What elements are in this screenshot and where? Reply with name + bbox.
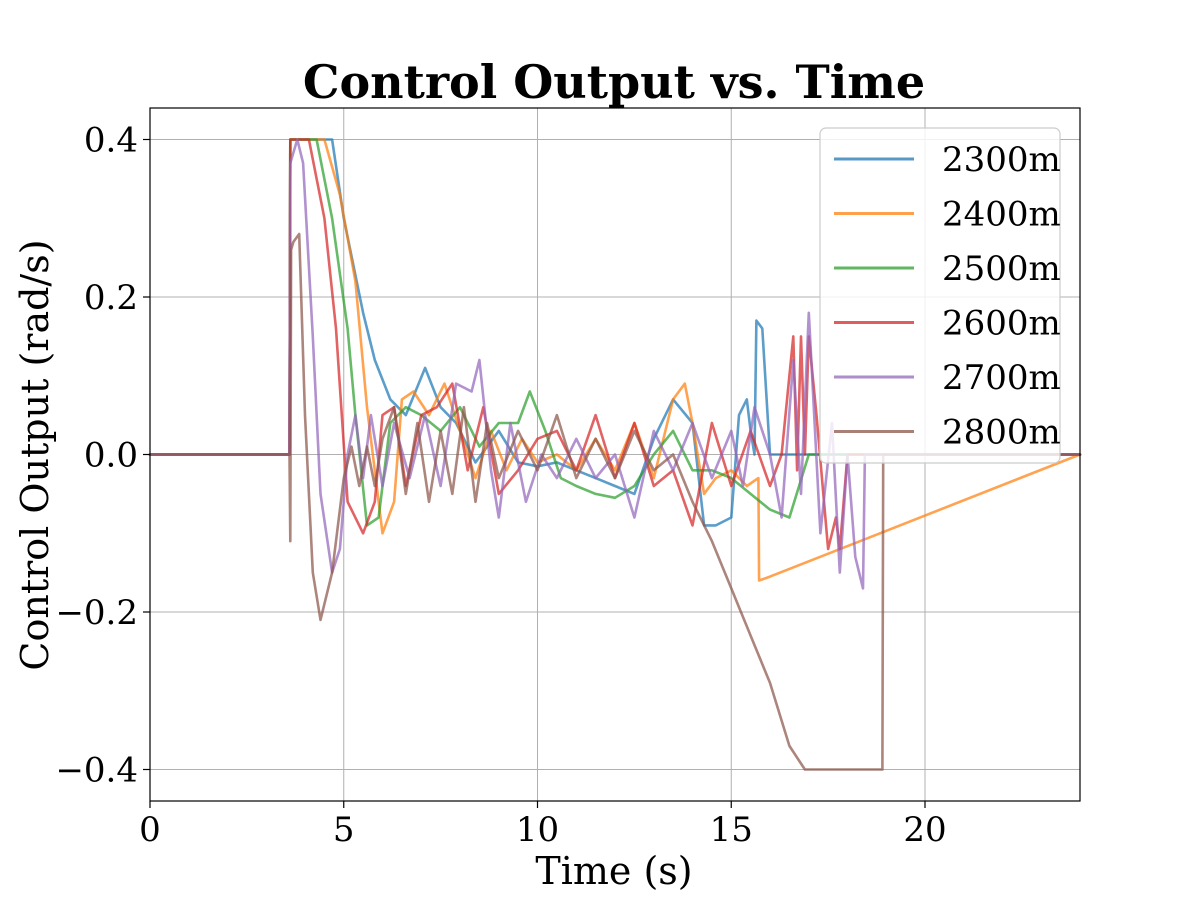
x-tick-label: 5 — [333, 810, 355, 850]
x-tick-label: 10 — [516, 810, 559, 850]
x-axis-label: Time (s) — [535, 849, 692, 893]
x-tick-label: 0 — [139, 810, 161, 850]
legend-label: 2500m — [942, 249, 1061, 289]
series-line-2800m — [148, 232, 1082, 771]
chart-title: Control Output vs. Time — [303, 55, 925, 109]
series-line-2500m — [148, 138, 1082, 527]
x-tick-label: 20 — [903, 810, 946, 850]
y-axis-label: Control Output (rad/s) — [13, 239, 57, 670]
y-tick-label: 0.2 — [84, 278, 138, 318]
legend-label: 2400m — [942, 195, 1061, 235]
legend-label: 2600m — [942, 304, 1061, 344]
legend-label: 2700m — [942, 358, 1061, 398]
y-tick-label: 0.4 — [84, 121, 138, 161]
legend-label: 2800m — [942, 413, 1061, 453]
series-layer — [148, 138, 1082, 771]
legend-box — [819, 127, 1061, 464]
ticks: 0 5 10 15 20 −0.4 −0.2 0.0 0.2 0.4 — [55, 121, 946, 851]
legend-label: 2300m — [942, 140, 1061, 180]
y-tick-label: −0.4 — [55, 751, 138, 791]
x-tick-label: 15 — [710, 810, 753, 850]
y-tick-label: −0.2 — [55, 593, 138, 633]
legend: 2300m 2400m 2500m 2600m 2700m 2800m — [819, 127, 1061, 464]
series-line-2700m — [148, 138, 1082, 590]
y-tick-label: 0.0 — [84, 436, 138, 476]
